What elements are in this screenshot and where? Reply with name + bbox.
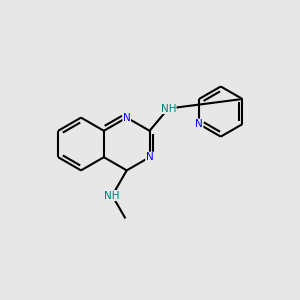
Text: NH: NH — [104, 190, 120, 200]
Text: N: N — [146, 152, 154, 162]
Text: N: N — [195, 119, 203, 129]
Text: NH: NH — [160, 103, 176, 114]
Text: N: N — [123, 112, 130, 123]
